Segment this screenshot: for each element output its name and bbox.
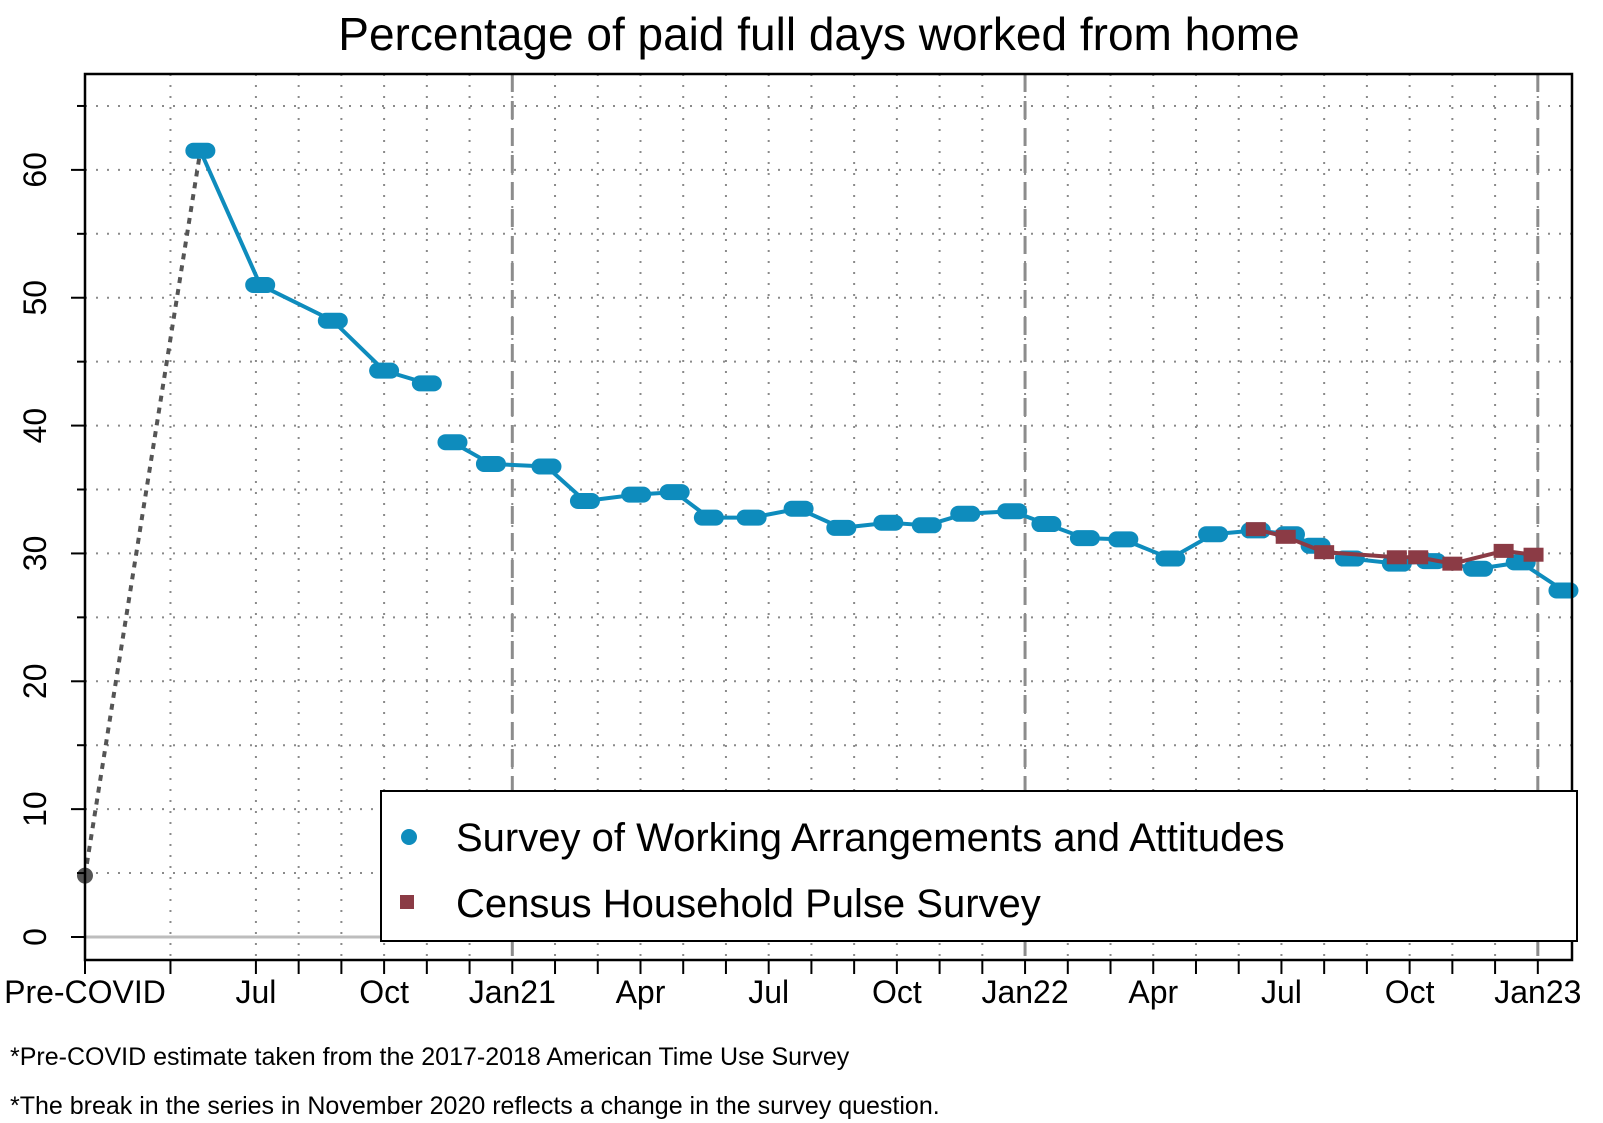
data-point-swaa (437, 434, 468, 451)
legend-pulse-marker (400, 895, 414, 909)
x-tick-label: Oct (872, 974, 922, 1010)
data-point-swaa (873, 514, 904, 531)
legend-swaa-marker (401, 829, 417, 845)
data-point-swaa (693, 509, 724, 526)
x-tick-label: Jan23 (1494, 974, 1581, 1010)
data-point-swaa (185, 142, 216, 159)
x-tick-label: Jul (1261, 974, 1302, 1010)
data-point-swaa (1198, 526, 1229, 543)
data-point-swaa (783, 500, 814, 517)
series-group (185, 142, 1579, 599)
x-tick-label: Jul (235, 974, 276, 1010)
data-point-swaa (1155, 550, 1186, 567)
data-point-census (1386, 550, 1407, 565)
plot-frame (83, 72, 1574, 962)
y-tick-label: 0 (17, 928, 53, 946)
data-point-swaa (569, 493, 600, 510)
x-tick-label: Jul (748, 974, 789, 1010)
data-point-census (1442, 556, 1463, 571)
y-tick-label: 20 (17, 663, 53, 699)
data-point-swaa (826, 519, 857, 536)
x-tick-label: Pre-COVID (4, 974, 166, 1010)
y-tick-label: 30 (17, 536, 53, 572)
legend-swaa-label: Survey of Working Arrangements and Attit… (456, 816, 1285, 860)
data-point-census (1523, 547, 1544, 562)
data-point-census (1275, 529, 1296, 544)
y-tick-label: 10 (17, 791, 53, 827)
y-tick-label: 50 (17, 280, 53, 316)
data-point-swaa (1462, 560, 1493, 577)
series-line (451, 440, 1565, 593)
data-point-swaa (1548, 582, 1579, 599)
legend-pulse-label: Census Household Pulse Survey (456, 882, 1041, 926)
data-point-swaa (997, 503, 1028, 520)
y-tick-label: 40 (17, 408, 53, 444)
data-point-swaa (736, 509, 767, 526)
data-point-swaa (531, 458, 562, 475)
chart-title: Percentage of paid full days worked from… (338, 8, 1299, 60)
data-point-census (1314, 545, 1335, 560)
legend-box (380, 790, 1578, 942)
data-point-swaa (911, 517, 942, 534)
series-line (198, 149, 428, 386)
footnote-pre-covid: *Pre-COVID estimate taken from the 2017-… (10, 1043, 850, 1071)
data-point-swaa (369, 362, 400, 379)
data-point-swaa (317, 312, 348, 329)
x-tick-label: Jan21 (469, 974, 556, 1010)
data-point-swaa (1031, 516, 1062, 533)
data-point-swaa (659, 484, 690, 501)
data-point-swaa (1069, 530, 1100, 547)
data-point-swaa (245, 276, 276, 293)
y-tick-label: 60 (17, 152, 53, 188)
connector-line (83, 150, 203, 876)
data-point-swaa (411, 375, 442, 392)
data-point-census (1408, 550, 1429, 565)
x-tick-label: Apr (616, 974, 666, 1010)
x-axis: Pre-COVID Jul Oct Jan21 Apr Jul Oct Jan22 Apr Jul… (4, 960, 1581, 1010)
x-tick-label: Oct (1385, 974, 1435, 1010)
data-point-swaa (475, 455, 506, 472)
footnote-series-break: *The break in the series in November 202… (10, 1092, 940, 1120)
data-point-census (1245, 522, 1266, 537)
x-tick-label: Apr (1128, 974, 1178, 1010)
x-tick-label: Jan22 (981, 974, 1068, 1010)
legend: Survey of Working Arrangements and Attit… (380, 790, 1578, 942)
data-point-swaa (950, 505, 981, 522)
pre-covid-connector (77, 150, 203, 884)
data-point-swaa (621, 486, 652, 503)
x-tick-label: Oct (359, 974, 409, 1010)
y-axis: 0 10 20 30 40 50 60 (17, 104, 85, 946)
data-point-swaa (1108, 531, 1139, 548)
data-point-census (1493, 543, 1514, 558)
